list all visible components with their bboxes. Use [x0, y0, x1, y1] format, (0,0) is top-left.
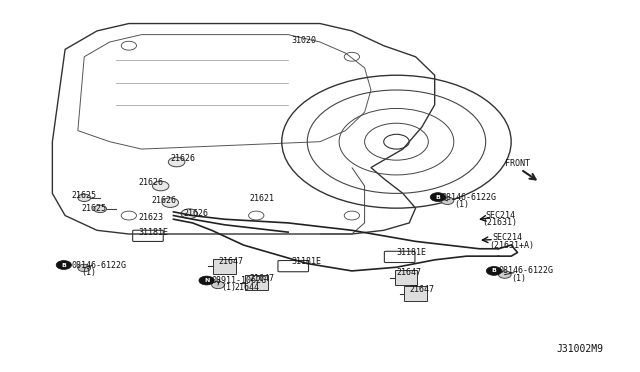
Text: 08146-6122G: 08146-6122G — [72, 261, 127, 270]
Text: 21647: 21647 — [409, 285, 434, 294]
Circle shape — [212, 281, 225, 289]
Circle shape — [168, 157, 185, 167]
Text: 21626: 21626 — [138, 178, 163, 187]
Circle shape — [94, 205, 106, 212]
Text: 31181E: 31181E — [291, 257, 321, 266]
Circle shape — [152, 181, 169, 191]
Text: 21647: 21647 — [250, 274, 275, 283]
Text: B: B — [61, 263, 67, 267]
Circle shape — [441, 197, 454, 205]
Text: (1): (1) — [454, 200, 469, 209]
Bar — [213, 259, 236, 273]
Text: 21621: 21621 — [250, 195, 275, 203]
Circle shape — [78, 194, 91, 202]
Circle shape — [486, 266, 502, 275]
Text: 31181E: 31181E — [396, 248, 426, 257]
Text: J31002M9: J31002M9 — [557, 344, 604, 354]
Text: (1): (1) — [81, 268, 96, 277]
Text: (1): (1) — [511, 274, 526, 283]
Text: 21626: 21626 — [151, 196, 176, 205]
Text: B: B — [492, 269, 497, 273]
Circle shape — [78, 264, 91, 272]
Text: SEC214: SEC214 — [492, 233, 522, 242]
Bar — [245, 275, 268, 290]
Circle shape — [162, 198, 179, 208]
Bar — [394, 270, 417, 285]
Text: (1): (1) — [221, 283, 236, 292]
Text: 21647: 21647 — [396, 268, 422, 277]
Text: 08146-6122G: 08146-6122G — [499, 266, 554, 275]
Text: 21626: 21626 — [170, 154, 195, 163]
Text: SEC214: SEC214 — [486, 211, 516, 220]
Text: 08911-1062G: 08911-1062G — [212, 276, 267, 285]
Text: 21644: 21644 — [234, 283, 259, 292]
Text: N: N — [204, 278, 209, 283]
Circle shape — [499, 271, 511, 278]
Circle shape — [199, 276, 214, 285]
Text: 21647: 21647 — [218, 257, 243, 266]
Text: FRONT: FRONT — [505, 159, 530, 169]
Text: 21625: 21625 — [72, 191, 97, 200]
Text: 08146-6122G: 08146-6122G — [441, 193, 496, 202]
Text: (21631+A): (21631+A) — [489, 241, 534, 250]
Text: 21626: 21626 — [183, 209, 208, 218]
Text: B: B — [435, 195, 440, 199]
Text: 21625: 21625 — [81, 203, 106, 213]
Text: (21631): (21631) — [483, 218, 518, 227]
Circle shape — [56, 260, 72, 269]
Text: 31020: 31020 — [291, 36, 316, 45]
Text: 31181E: 31181E — [138, 228, 168, 237]
Circle shape — [181, 209, 198, 218]
Bar — [404, 286, 427, 301]
Circle shape — [430, 193, 445, 202]
Text: 21623: 21623 — [138, 213, 163, 222]
